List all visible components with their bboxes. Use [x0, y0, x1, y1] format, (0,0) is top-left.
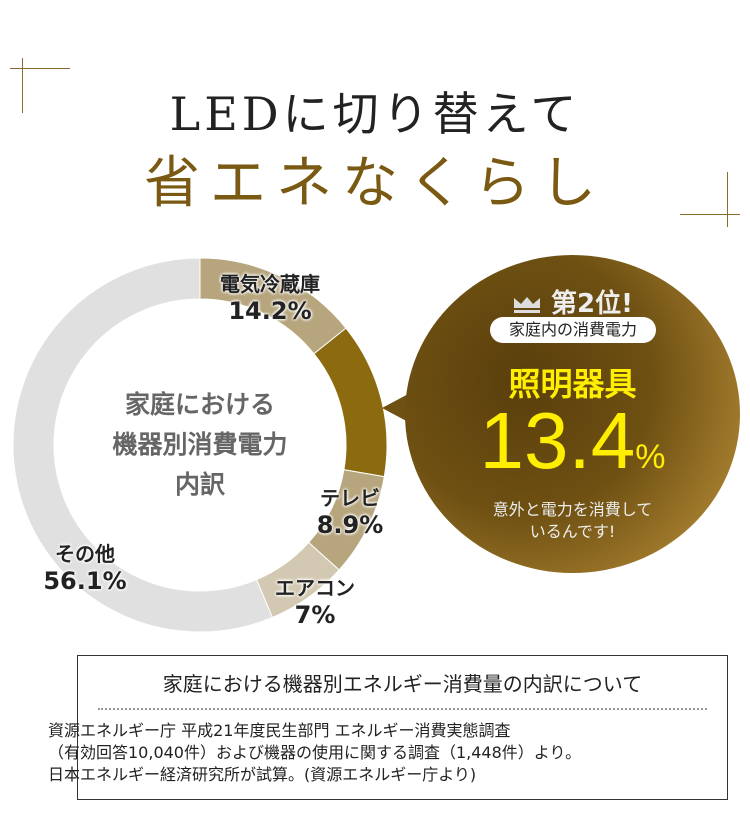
- percent-unit: %: [635, 438, 666, 476]
- item-name: 照明器具: [508, 365, 637, 403]
- corner-line: [10, 68, 70, 69]
- label-name: 電気冷蔵庫: [220, 272, 320, 296]
- label-aircon: エアコン 7%: [255, 572, 375, 629]
- source-body: 資源エネルギー庁 平成21年度民生部門 エネルギー消費実態調査 （有効回答10,…: [48, 720, 748, 786]
- corner-line: [22, 58, 23, 113]
- label-value: 14.2%: [228, 297, 312, 325]
- corner-line: [727, 172, 728, 227]
- note-line: 意外と電力を消費して: [492, 500, 653, 519]
- source-line: 資源エネルギー庁 平成21年度民生部門 エネルギー消費実態調査: [48, 721, 511, 740]
- rank-text: 第2位!: [551, 289, 633, 319]
- label-value: 8.9%: [316, 511, 384, 539]
- category-pill: 家庭内の消費電力: [490, 317, 656, 343]
- donut-chart: [12, 257, 388, 633]
- source-title: 家庭における機器別エネルギー消費量の内訳について: [162, 672, 643, 696]
- segment-other: [12, 257, 274, 633]
- label-fridge: 電気冷蔵庫 14.2%: [205, 268, 335, 325]
- label-name: エアコン: [275, 576, 355, 600]
- crown-icon: [513, 296, 540, 313]
- center-line: 内訳: [174, 470, 225, 499]
- headline: LEDに切り替えて: [169, 87, 581, 141]
- label-name: テレビ: [320, 486, 380, 510]
- center-line: 機器別消費電力: [112, 430, 288, 459]
- label-tv: テレビ 8.9%: [305, 482, 395, 539]
- rank-heading: 第2位!: [405, 283, 740, 320]
- bubble-note: 意外と電力を消費して いるんです!: [405, 499, 740, 543]
- percent-value: 13.4: [479, 396, 636, 485]
- note-line: いるんです!: [529, 522, 616, 541]
- label-value: 7%: [294, 601, 336, 629]
- label-name: その他: [55, 542, 115, 566]
- center-line: 家庭における: [124, 390, 275, 419]
- source-line: （有効回答10,040件）および機器の使用に関する調査（1,448件）より。: [48, 743, 582, 762]
- divider: [98, 708, 707, 710]
- item-percent: 13.4%: [405, 395, 740, 487]
- highlight-bubble: 第2位! 家庭内の消費電力 照明器具 13.4% 意外と電力を消費して いるんで…: [405, 255, 740, 573]
- source-box: 家庭における機器別エネルギー消費量の内訳について 資源エネルギー庁 平成21年度…: [48, 655, 728, 800]
- label-value: 56.1%: [43, 567, 127, 595]
- chart-center-title: 家庭における 機器別消費電力 内訳: [60, 385, 340, 505]
- corner-line: [680, 214, 740, 215]
- headline-accent: 省エネなくらし: [144, 151, 606, 216]
- label-other: その他 56.1%: [30, 538, 140, 595]
- source-line: 日本エネルギー経済研究所が試算。(資源エネルギー庁より): [48, 765, 477, 784]
